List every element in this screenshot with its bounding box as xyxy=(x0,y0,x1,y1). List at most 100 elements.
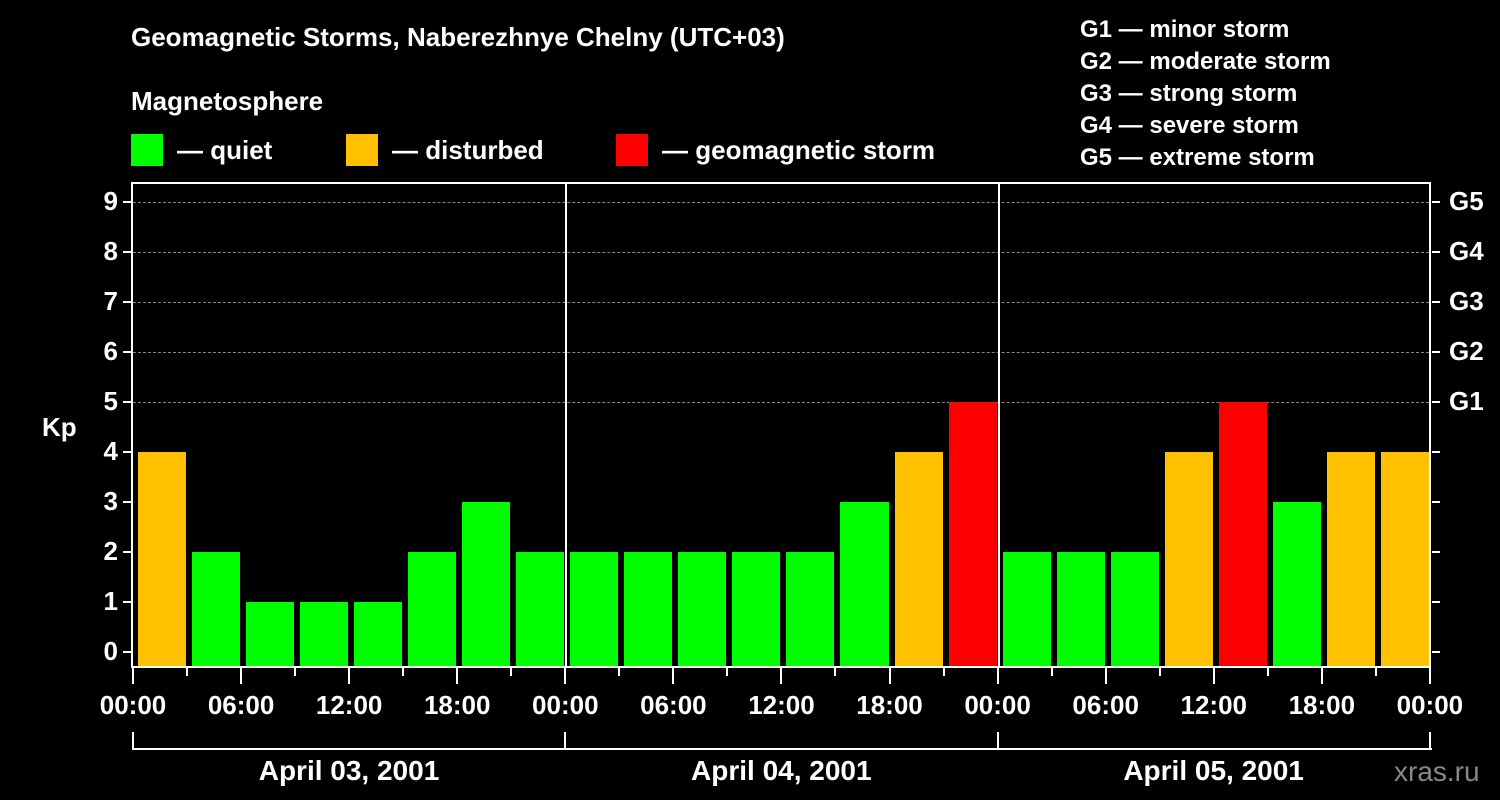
legend-storm: — geomagnetic storm xyxy=(616,134,935,166)
y-tick-label: 8 xyxy=(103,236,118,266)
date-bracket-tick xyxy=(1428,732,1431,750)
legend-label-disturbed: — disturbed xyxy=(392,134,544,165)
kp-bar xyxy=(948,402,997,666)
date-label: April 05, 2001 xyxy=(1123,755,1304,786)
g-level-item: G5 — extreme storm xyxy=(1080,144,1315,171)
kp-bar xyxy=(840,502,889,666)
y-tick-label: 0 xyxy=(103,636,118,666)
right-tick xyxy=(1432,651,1440,653)
y-tick xyxy=(123,451,131,453)
y-tick-label: 7 xyxy=(103,286,118,316)
kp-bar xyxy=(1272,502,1321,666)
kp-bar xyxy=(462,502,511,666)
date-bracket-line xyxy=(133,748,1432,750)
x-tick xyxy=(1428,668,1431,684)
gridline xyxy=(133,402,1429,403)
kp-bar xyxy=(1164,452,1213,666)
date-bracket-tick xyxy=(132,732,134,750)
g-level-tick-label: G4 xyxy=(1449,236,1484,266)
x-tick xyxy=(672,668,675,684)
gridline xyxy=(133,302,1429,303)
right-tick xyxy=(1432,201,1440,203)
kp-bar xyxy=(1056,552,1105,666)
date-label: April 04, 2001 xyxy=(691,755,872,786)
g-level-legend: G1 — minor storm G2 — moderate storm G3 … xyxy=(1080,14,1331,174)
kp-bar xyxy=(246,602,295,666)
gridline xyxy=(133,252,1429,253)
y-tick-label: 6 xyxy=(103,336,118,366)
x-tick xyxy=(564,668,567,684)
x-tick-label: 18:00 xyxy=(423,690,491,720)
x-tick xyxy=(1374,668,1377,676)
x-tick xyxy=(780,668,783,684)
right-tick xyxy=(1432,401,1440,403)
kp-bar xyxy=(192,552,241,666)
legend-disturbed: — disturbed xyxy=(346,134,544,166)
x-tick xyxy=(348,668,351,684)
right-tick xyxy=(1432,451,1440,453)
y-tick xyxy=(123,501,131,503)
date-bracket-tick xyxy=(996,732,999,750)
x-tick-label: 12:00 xyxy=(1180,690,1248,720)
y-tick xyxy=(123,601,131,603)
kp-bar xyxy=(786,552,835,666)
brand-watermark: xras.ru xyxy=(1394,756,1480,787)
x-tick xyxy=(942,668,945,676)
y-tick-label: 1 xyxy=(103,586,118,616)
kp-bar xyxy=(408,552,457,666)
kp-bar xyxy=(138,452,187,666)
x-tick xyxy=(1266,668,1269,676)
x-tick xyxy=(510,668,513,676)
right-tick xyxy=(1432,501,1440,503)
y-tick xyxy=(123,251,131,253)
date-bracket-tick xyxy=(564,732,567,750)
right-tick xyxy=(1432,551,1440,553)
kp-bar xyxy=(732,552,781,666)
kp-bar xyxy=(516,552,565,666)
x-tick xyxy=(132,668,134,684)
y-tick-label: 3 xyxy=(103,486,118,516)
legend-swatch-disturbed xyxy=(346,134,378,166)
g-level-item: G4 — severe storm xyxy=(1080,112,1299,139)
legend-swatch-storm xyxy=(616,134,648,166)
x-tick xyxy=(1158,668,1161,676)
y-tick xyxy=(123,351,131,353)
right-tick xyxy=(1432,251,1440,253)
g-level-tick-label: G5 xyxy=(1449,186,1484,216)
x-tick-label: 18:00 xyxy=(856,690,923,720)
g-level-tick-label: G1 xyxy=(1449,386,1484,416)
x-tick xyxy=(1212,668,1215,684)
g-level-item: G3 — strong storm xyxy=(1080,80,1298,107)
x-tick-label: 18:00 xyxy=(1288,690,1356,720)
right-tick xyxy=(1432,351,1440,353)
x-tick xyxy=(402,668,405,676)
x-tick-label: 06:00 xyxy=(1072,690,1139,720)
g-level-item: G2 — moderate storm xyxy=(1080,48,1331,75)
day-separator xyxy=(997,184,1000,666)
y-tick xyxy=(123,201,131,203)
legend-label-storm: — geomagnetic storm xyxy=(662,134,936,165)
y-tick-label: 5 xyxy=(103,386,118,416)
x-tick xyxy=(834,668,837,676)
kp-bar xyxy=(1110,552,1159,666)
x-tick xyxy=(1104,668,1107,684)
kp-bar xyxy=(1380,452,1429,666)
kp-bar xyxy=(624,552,673,666)
x-tick xyxy=(294,668,297,676)
chart-subtitle: Magnetosphere xyxy=(131,86,324,116)
x-tick xyxy=(726,668,729,676)
y-tick xyxy=(123,651,131,653)
legend-quiet: — quiet xyxy=(131,134,272,166)
kp-bar xyxy=(1218,402,1267,666)
x-tick xyxy=(1320,668,1323,684)
chart-title: Geomagnetic Storms, Naberezhnye Chelny (… xyxy=(131,22,785,52)
x-tick xyxy=(456,668,459,684)
plot-area xyxy=(131,182,1431,668)
x-tick xyxy=(1050,668,1053,676)
x-tick-label: 06:00 xyxy=(207,690,275,720)
day-separator xyxy=(565,184,568,666)
gridline xyxy=(133,202,1429,203)
legend-label-quiet: — quiet xyxy=(177,134,273,165)
kp-bar xyxy=(1002,552,1051,666)
y-tick-label: 4 xyxy=(103,436,118,466)
